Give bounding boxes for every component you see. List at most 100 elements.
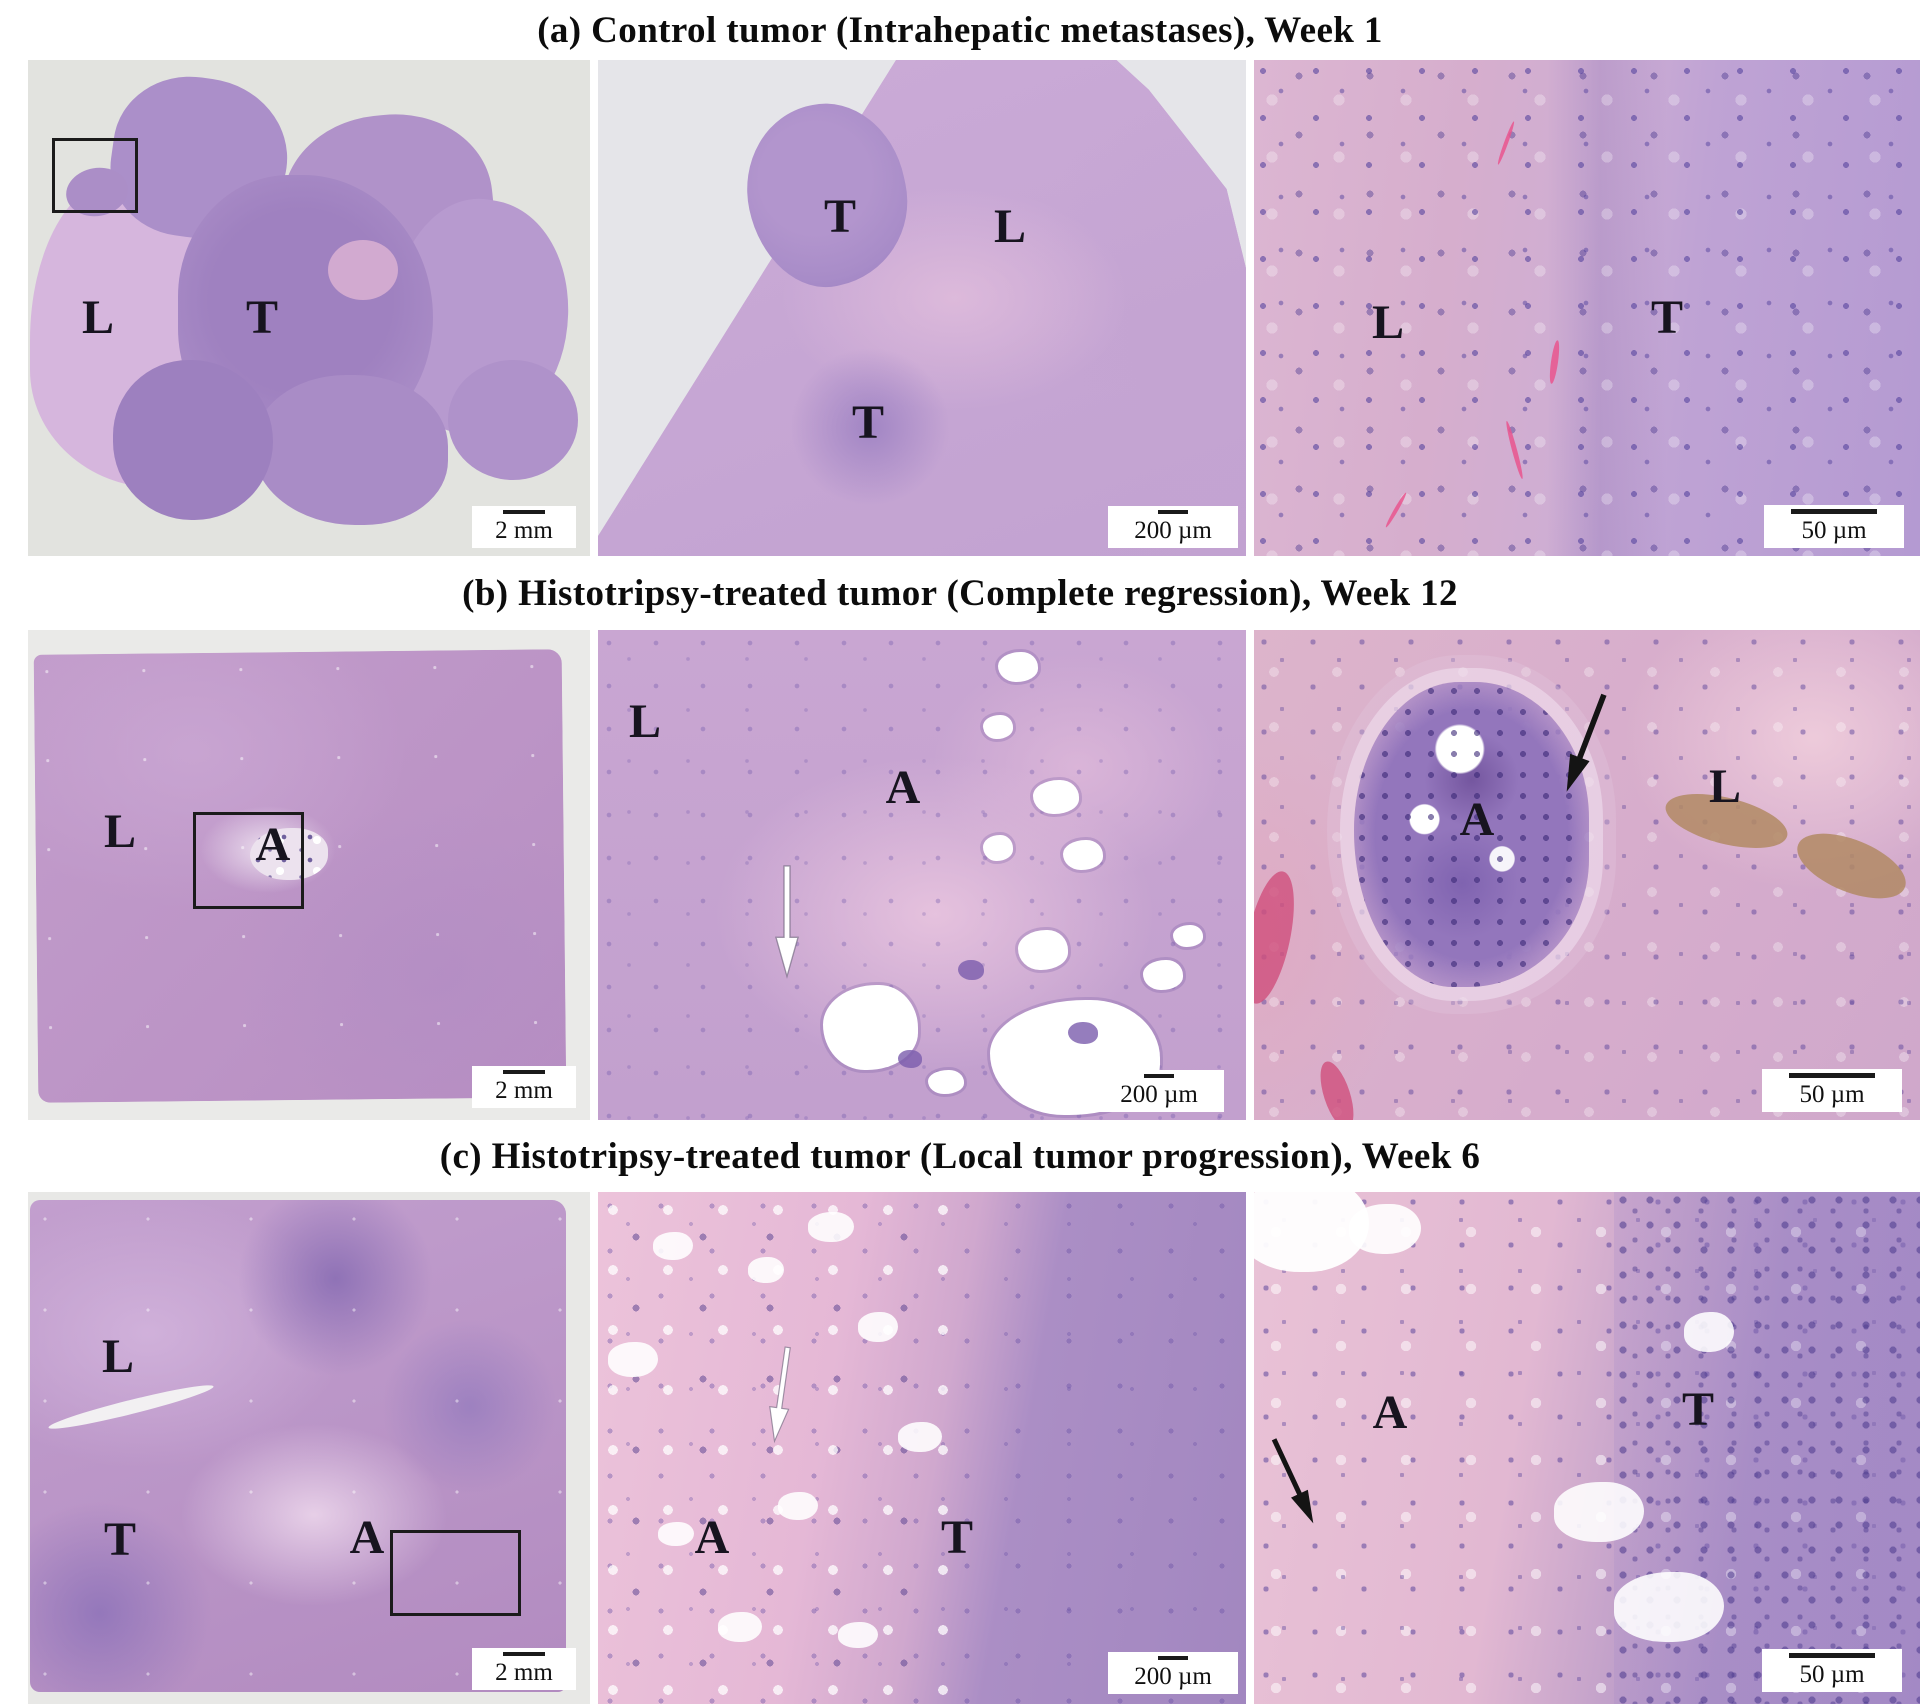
liver-tissue-region [598, 60, 1246, 556]
pigment-patch [1788, 820, 1915, 912]
debris-white-patch [1063, 840, 1103, 870]
black-arrow [1566, 693, 1607, 792]
tissue-label-T: T [103, 1513, 137, 1566]
tissue-label-A: A [349, 1511, 385, 1564]
scale-bar-line [1158, 1655, 1188, 1660]
scale-label: 50 µm [1799, 1080, 1865, 1108]
row-a-title: (a) Control tumor (Intrahepatic metastas… [537, 9, 1383, 51]
tissue-label-L: L [1708, 760, 1742, 813]
panel-b1-whole-section: L A 2 mm [28, 630, 590, 1120]
scale-bar: 2 mm [472, 1647, 576, 1690]
tissue-blob [253, 375, 448, 525]
debris-dark-speck [958, 960, 984, 980]
scale-label: 2 mm [495, 1658, 553, 1686]
inset-rectangle [390, 1530, 521, 1616]
tissue-label-T: T [1681, 1383, 1715, 1436]
scale-label: 50 µm [1799, 1660, 1865, 1688]
ablation-debris-mass [1354, 682, 1589, 987]
panel-a1-whole-section: L T 2 mm [28, 60, 590, 556]
tissue-label-L: L [101, 1330, 135, 1383]
row-c-title: (c) Histotripsy-treated tumor (Local tum… [439, 1135, 1481, 1177]
black-arrow [1271, 1438, 1314, 1524]
scale-bar-line [503, 1651, 545, 1656]
debris-white-patch [898, 1422, 942, 1452]
debris-white-patch [1033, 780, 1079, 814]
scale-bar-line [1789, 1072, 1875, 1078]
scale-bar: 200 µm [1108, 505, 1238, 548]
debris-white-patch [1173, 925, 1203, 947]
tissue-label-T: T [823, 190, 857, 243]
tissue-label-L: L [993, 200, 1027, 253]
debris-white-patch [858, 1312, 898, 1342]
white-arrow [769, 1346, 791, 1444]
debris-white-patch [983, 835, 1013, 861]
scale-label: 2 mm [495, 1076, 553, 1104]
debris-dark-speck [1068, 1022, 1098, 1044]
row-a-panels: L T 2 mm T L T 200 µm L T [0, 60, 1920, 556]
tissue-white-gap [1554, 1482, 1644, 1542]
panel-b3-high-mag: A L 50 µm [1254, 630, 1920, 1120]
arrow-shape [1271, 1438, 1314, 1524]
ablation-zone-spot [250, 828, 328, 880]
inset-rectangle [193, 812, 304, 909]
tissue-label-T: T [1650, 291, 1684, 344]
debris-dark-speck [898, 1050, 922, 1068]
debris-white-patch [718, 1612, 762, 1642]
row-b-title: (b) Histotripsy-treated tumor (Complete … [462, 572, 1458, 614]
panel-c3-high-mag: A T 50 µm [1254, 1192, 1920, 1704]
tissue-blob [113, 360, 273, 520]
tissue-blob [328, 240, 398, 300]
arrow-shape [769, 1346, 791, 1444]
arrow-shape [775, 865, 799, 979]
debris-white-patch [748, 1257, 784, 1283]
scale-bar-line [503, 509, 545, 514]
white-arrow [775, 865, 799, 979]
capillary-streak [1496, 120, 1516, 166]
inset-rectangle [52, 138, 138, 213]
arrow-shape [1566, 693, 1607, 792]
debris-white-patch [928, 1070, 964, 1094]
scale-bar-line [1789, 1652, 1875, 1658]
row-a-title-band: (a) Control tumor (Intrahepatic metastas… [0, 0, 1920, 60]
debris-white-patch [658, 1522, 694, 1546]
scale-label: 2 mm [495, 516, 553, 544]
tissue-label-L: L [628, 695, 662, 748]
tissue-label-A: A [1372, 1386, 1408, 1439]
capillary-streak [1384, 491, 1408, 529]
scale-bar-line [1158, 509, 1188, 514]
blood-vessel-streak [1313, 1057, 1361, 1120]
tissue-label-T: T [940, 1511, 974, 1564]
tissue-label-A: A [1459, 793, 1495, 846]
tissue-label-T: T [245, 291, 279, 344]
tissue-label-T: T [851, 396, 885, 449]
panel-c2-medium-mag: A T 200 µm [598, 1192, 1246, 1704]
scale-bar: 200 µm [1108, 1651, 1238, 1694]
debris-white-patch [983, 715, 1013, 739]
row-b-panels: L A 2 mm L A [0, 630, 1920, 1120]
scale-bar-line [503, 1069, 545, 1074]
tissue-white-gap [1349, 1204, 1421, 1254]
debris-white-patch [808, 1212, 854, 1242]
capillary-streak [1547, 339, 1562, 385]
scale-label: 200 µm [1134, 1662, 1212, 1690]
tissue-label-L: L [1371, 296, 1405, 349]
tissue-label-L: L [81, 291, 115, 344]
scale-bar-line [1791, 508, 1877, 514]
debris-white-patch [778, 1492, 818, 1520]
debris-white-patch [838, 1622, 878, 1648]
scale-label: 200 µm [1120, 1080, 1198, 1108]
blood-vessel-streak [1254, 867, 1304, 1008]
panel-a3-high-mag: L T 50 µm [1254, 60, 1920, 556]
capillary-streak [1504, 420, 1525, 480]
row-c-panels: L T A 2 mm A T [0, 1192, 1920, 1704]
panel-c1-whole-section: L T A 2 mm [28, 1192, 590, 1704]
debris-white-patch [1143, 960, 1183, 990]
scale-bar: 50 µm [1764, 504, 1904, 548]
debris-white-patch [1018, 930, 1068, 970]
tissue-blob [448, 360, 578, 480]
scale-bar-line [1144, 1073, 1174, 1078]
scale-bar: 200 µm [1094, 1069, 1224, 1112]
scale-label: 200 µm [1134, 516, 1212, 544]
tissue-label-A: A [255, 818, 291, 871]
